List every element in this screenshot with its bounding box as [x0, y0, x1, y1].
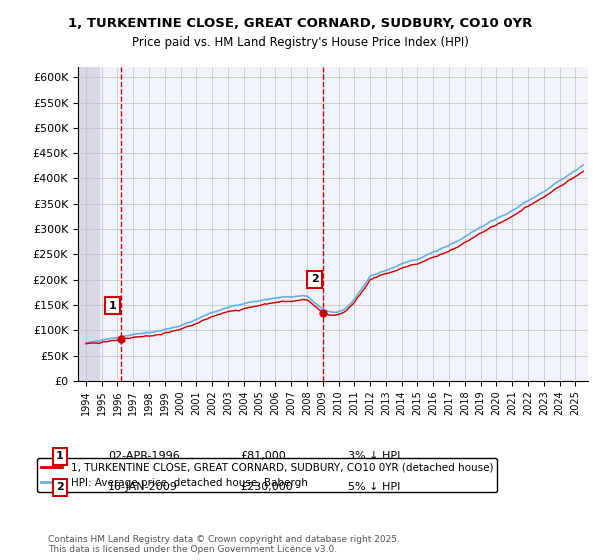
Text: 02-APR-1996: 02-APR-1996 — [108, 451, 180, 461]
Text: 1: 1 — [56, 451, 64, 461]
Text: Contains HM Land Registry data © Crown copyright and database right 2025.
This d: Contains HM Land Registry data © Crown c… — [48, 535, 400, 554]
Text: Price paid vs. HM Land Registry's House Price Index (HPI): Price paid vs. HM Land Registry's House … — [131, 36, 469, 49]
Text: 16-JAN-2009: 16-JAN-2009 — [108, 482, 178, 492]
Text: 5% ↓ HPI: 5% ↓ HPI — [348, 482, 400, 492]
Bar — [78, 67, 98, 381]
Text: 2: 2 — [56, 482, 64, 492]
Text: £81,000: £81,000 — [240, 451, 286, 461]
Text: 1, TURKENTINE CLOSE, GREAT CORNARD, SUDBURY, CO10 0YR: 1, TURKENTINE CLOSE, GREAT CORNARD, SUDB… — [68, 17, 532, 30]
Legend: 1, TURKENTINE CLOSE, GREAT CORNARD, SUDBURY, CO10 0YR (detached house), HPI: Ave: 1, TURKENTINE CLOSE, GREAT CORNARD, SUDB… — [37, 458, 497, 492]
Text: 3% ↓ HPI: 3% ↓ HPI — [348, 451, 400, 461]
Text: £230,000: £230,000 — [240, 482, 293, 492]
Text: 1: 1 — [109, 301, 116, 311]
Text: 2: 2 — [311, 274, 319, 284]
